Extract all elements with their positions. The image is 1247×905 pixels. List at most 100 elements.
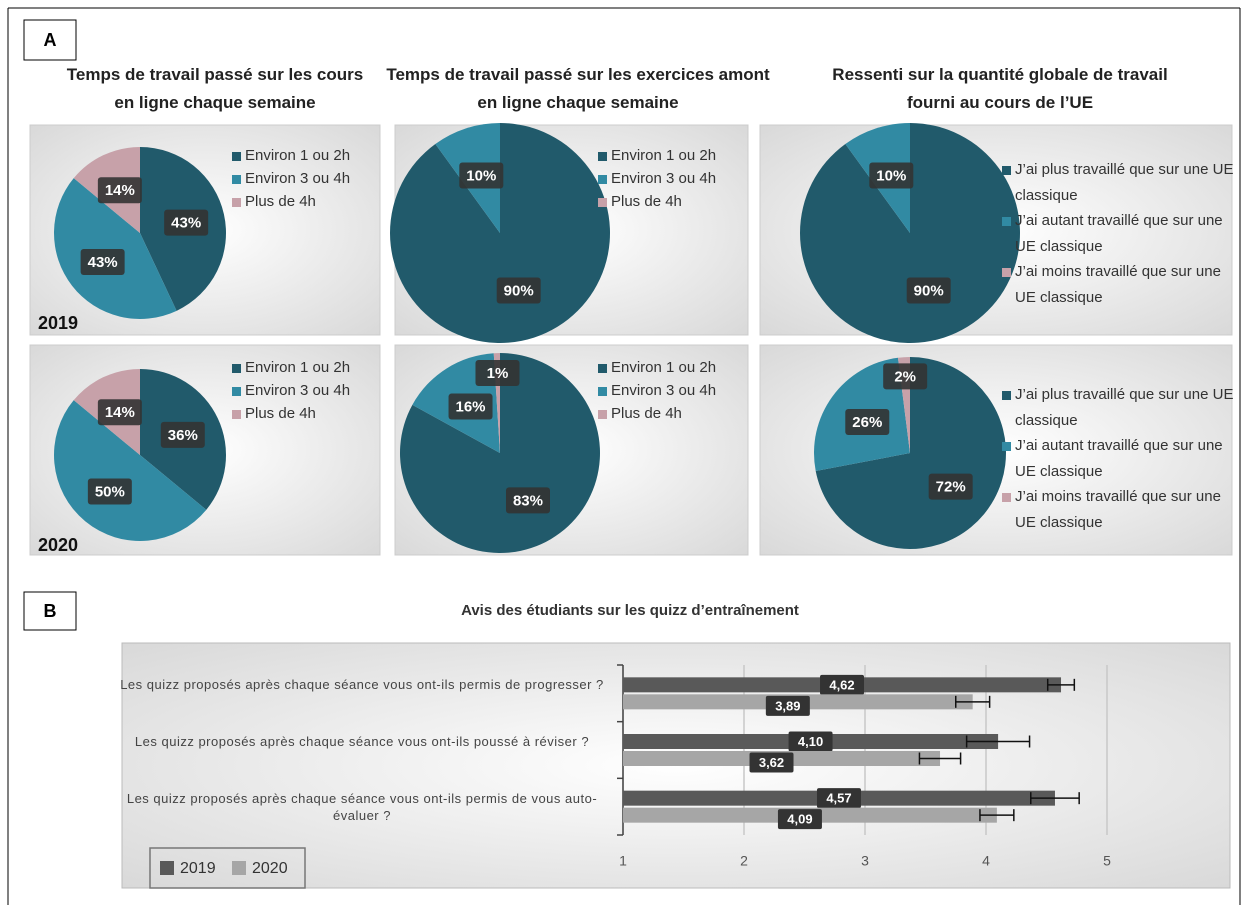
legend-label: Environ 1 ou 2h (245, 359, 351, 376)
column-title: Temps de travail passé sur les exercices… (386, 65, 770, 112)
legend-swatch (232, 387, 241, 396)
legend-label: Environ 3 ou 4h (611, 382, 717, 399)
data-label: 16% (456, 399, 486, 416)
legend-swatch (1002, 442, 1011, 451)
x-tick-label: 2 (740, 853, 748, 869)
data-label-bg (448, 393, 493, 420)
data-label-bg (475, 360, 520, 387)
data-label: 3,89 (775, 698, 800, 713)
legend-label: Plus de 4h (611, 405, 682, 422)
legend-swatch (598, 175, 607, 184)
data-label-bg (816, 788, 861, 809)
panel-label: A (44, 30, 57, 50)
legend-swatch (232, 861, 246, 875)
category-label: Les quizz proposés après chaque séance v… (120, 677, 604, 693)
legend-label: Environ 3 ou 4h (611, 170, 717, 187)
legend-label: 2020 (252, 860, 288, 877)
legend-swatch (598, 152, 607, 161)
data-label-bg (906, 277, 951, 304)
data-label: 10% (466, 167, 496, 184)
pie-slice (389, 123, 610, 344)
x-tick-label: 1 (619, 853, 627, 869)
year-label: 2019 (38, 313, 78, 333)
pie-slice (815, 357, 1007, 549)
x-tick-label: 4 (982, 853, 990, 869)
data-label: 90% (504, 283, 534, 300)
legend-swatch (1002, 166, 1011, 175)
legend-label: J’ai autant travaillé que sur une UE cla… (1015, 212, 1223, 255)
data-label: 14% (105, 404, 135, 421)
legend-label: Plus de 4h (245, 405, 316, 422)
x-tick-label: 3 (861, 853, 869, 869)
legend-swatch (160, 861, 174, 875)
category-label: Les quizz proposés après chaque séance v… (134, 734, 590, 749)
legend-label: J’ai moins travaillé que sur une UE clas… (1015, 263, 1221, 306)
x-tick-label: 5 (1103, 853, 1111, 869)
category-label: Les quizz proposés après chaque séance v… (126, 790, 598, 823)
legend-label: Plus de 4h (611, 193, 682, 210)
data-label-bg (749, 752, 794, 773)
data-label: 43% (88, 254, 118, 271)
data-label-bg (496, 277, 541, 304)
data-label-bg (928, 473, 973, 500)
data-label: 10% (876, 167, 906, 184)
legend-swatch (1002, 493, 1011, 502)
data-label: 72% (936, 479, 966, 496)
legend-label: Environ 1 ou 2h (245, 147, 351, 164)
column-title: Temps de travail passé sur les cours en … (66, 65, 364, 112)
legend-swatch (232, 410, 241, 419)
legend-label: Environ 1 ou 2h (611, 359, 717, 376)
data-label-bg (869, 162, 914, 189)
data-label-bg (788, 731, 833, 752)
data-label-bg (505, 487, 550, 514)
legend-label: Environ 3 ou 4h (245, 170, 351, 187)
data-label-bg (777, 809, 822, 830)
chart-title: Avis des étudiants sur les quizz d’entra… (461, 602, 799, 619)
data-label: 4,10 (798, 734, 823, 749)
legend-label: 2019 (180, 860, 216, 877)
panel-box (23, 19, 77, 61)
legend-swatch (1002, 391, 1011, 400)
data-label: 83% (513, 492, 543, 509)
legend-label: Environ 3 ou 4h (245, 382, 351, 399)
data-label: 90% (914, 283, 944, 300)
data-label-bg (164, 209, 209, 236)
pie-slice (53, 178, 177, 319)
data-label: 3,62 (759, 755, 784, 770)
data-label-bg (97, 399, 142, 426)
legend-label: Environ 1 ou 2h (611, 147, 717, 164)
legend-label: J’ai autant travaillé que sur une UE cla… (1015, 437, 1223, 480)
legend-swatch (598, 364, 607, 373)
legend-swatch (598, 198, 607, 207)
legend-swatch (232, 152, 241, 161)
data-label: 4,62 (829, 677, 854, 692)
data-label-bg (87, 478, 132, 505)
legend-label: J’ai moins travaillé que sur une UE clas… (1015, 488, 1221, 531)
data-label-bg (97, 177, 142, 204)
panel-box (23, 591, 77, 631)
data-label: 43% (171, 215, 201, 232)
year-label: 2020 (38, 535, 78, 555)
data-label-bg (80, 248, 125, 275)
legend-swatch (598, 387, 607, 396)
data-label-bg (765, 695, 810, 716)
legend-swatch (598, 410, 607, 419)
data-label-bg (459, 162, 504, 189)
column-title: Ressenti sur la quantité globale de trav… (832, 65, 1168, 112)
data-label: 4,57 (826, 791, 851, 806)
legend-swatch (232, 364, 241, 373)
pie-slice (800, 123, 1020, 344)
data-label-bg (160, 421, 205, 448)
legend-label: Plus de 4h (245, 193, 316, 210)
data-label: 50% (95, 483, 125, 500)
legend-box (149, 847, 306, 889)
data-label: 14% (105, 182, 135, 199)
legend-swatch (1002, 217, 1011, 226)
panel-label: B (44, 601, 57, 621)
legend-label: J’ai plus travaillé que sur une UE class… (1015, 161, 1234, 204)
data-label: 26% (852, 414, 882, 431)
data-label-bg (820, 674, 865, 695)
data-label-bg (883, 363, 928, 390)
